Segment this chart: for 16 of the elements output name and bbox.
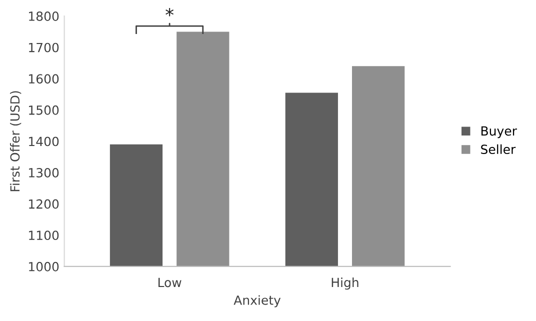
annotation: * — [166, 8, 174, 16]
legend-label: Seller — [481, 144, 516, 154]
x-axis-title: Anxiety — [234, 295, 281, 308]
y-tick-label: 1400 — [29, 136, 59, 146]
x-tick-label: Low — [158, 278, 182, 288]
y-tick-label: 1800 — [29, 12, 59, 21]
y-tick-label: 1300 — [29, 168, 59, 178]
x-tick-label: High — [332, 278, 358, 290]
y-tick-label: 1100 — [29, 230, 59, 240]
legend-label: Buyer — [481, 126, 517, 138]
y-axis-title: First Offer (USD) — [10, 91, 22, 192]
y-tick-label: 1000 — [29, 262, 59, 272]
y-tick-label: 1500 — [29, 105, 59, 115]
y-tick-label: 1600 — [29, 74, 59, 84]
y-tick-label: 1200 — [29, 199, 59, 209]
y-tick-label: 1700 — [29, 42, 59, 52]
